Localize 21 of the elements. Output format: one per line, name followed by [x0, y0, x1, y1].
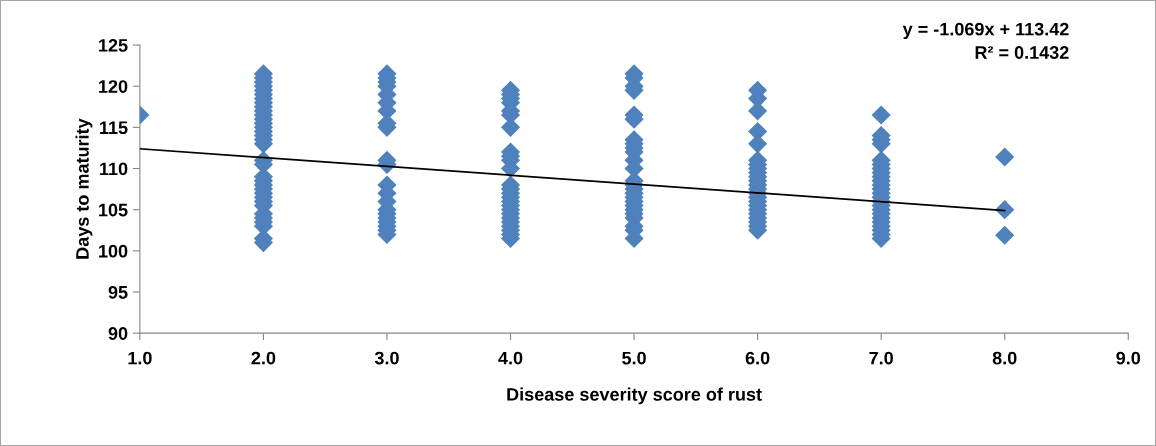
x-tick-label: 6.0	[745, 351, 770, 365]
text: y = -1.069x + 113.42	[902, 22, 1069, 40]
y-tick-label: 115	[100, 121, 128, 135]
x-tick-label: 4.0	[498, 351, 523, 365]
y-tick-label: 120	[99, 80, 128, 93]
x-tick-label: 3.0	[374, 351, 399, 365]
x-axis-title: Disease severity score of rust	[507, 387, 762, 405]
y-tick-label: 105	[99, 203, 128, 217]
annotation: R² = 0.1432	[975, 46, 1069, 59]
y-tick-label: 95	[108, 285, 128, 299]
x-tick-label: 8.0	[992, 351, 1017, 365]
y-tick-label: 100	[99, 244, 128, 258]
x-tick-label: 2.0	[251, 351, 276, 365]
y-tick-label: 125	[99, 38, 128, 52]
x-tick-label: 7.0	[869, 351, 893, 365]
x-tick-label: 1.0	[128, 351, 152, 365]
y-tick-label: 90	[108, 327, 128, 340]
y-axis-title: Days to maturity	[75, 118, 93, 259]
x-tick-label: 9.0	[1116, 351, 1141, 365]
y-tick-label: 110	[100, 162, 128, 176]
x-tick-label: 5.0	[622, 351, 646, 365]
